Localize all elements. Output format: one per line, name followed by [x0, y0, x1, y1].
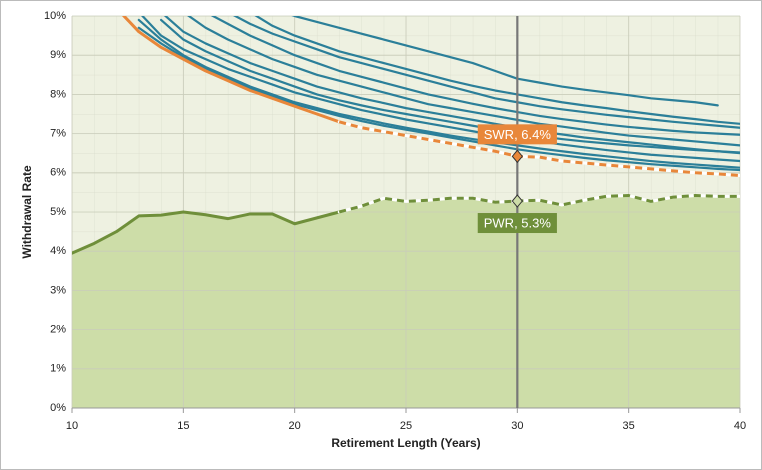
line [210, 16, 740, 136]
y-tick-label: 9% [50, 49, 66, 61]
x-tick-label: 20 [289, 420, 301, 432]
x-tick-label: 10 [66, 420, 78, 432]
x-tick-label: 40 [734, 420, 746, 432]
line [137, 18, 740, 169]
line [254, 16, 740, 125]
line-layer [72, 16, 740, 255]
top-layer: SWR, 6.4% PWR, 5.3% [477, 16, 557, 408]
x-tick-label: 15 [177, 420, 189, 432]
annotation-box [477, 213, 557, 234]
line [121, 16, 341, 124]
y-tick-label: 3% [50, 284, 66, 296]
line [72, 210, 341, 255]
line [186, 16, 740, 147]
y-tick-label: 8% [50, 88, 66, 100]
x-tick-label: 25 [400, 420, 412, 432]
y-axis-title: Withdrawal Rate [20, 165, 34, 259]
y-tick-label: 4% [50, 245, 66, 257]
line [232, 16, 740, 129]
y-tick-label: 7% [50, 128, 66, 140]
annotation-box [477, 124, 557, 145]
line-dashed [338, 194, 740, 214]
line [291, 16, 719, 107]
marker [511, 194, 523, 208]
y-tick-label: 0% [50, 402, 66, 414]
line [163, 16, 740, 155]
y-tick-label: 2% [50, 324, 66, 336]
x-axis-title: Retirement Length (Years) [331, 436, 480, 450]
line [159, 18, 740, 154]
y-tick-label: 5% [50, 206, 66, 218]
y-tick-label: 10% [44, 10, 66, 22]
y-tick-label: 1% [50, 363, 66, 375]
line [137, 26, 740, 172]
grid-layer: 0% 1% 2% 3% 4% 5% 6% 7% 8% 9% 10% 10 15 20 25 30 35 40 [44, 10, 746, 432]
x-tick-label: 35 [623, 420, 635, 432]
annotation-label: SWR, 6.4% [484, 127, 552, 142]
marker [511, 149, 523, 164]
line-dashed [338, 120, 740, 178]
x-tick-label: 30 [511, 420, 523, 432]
annotation-label: PWR, 5.3% [484, 215, 552, 230]
line [140, 16, 740, 163]
y-tick-label: 6% [50, 167, 66, 179]
